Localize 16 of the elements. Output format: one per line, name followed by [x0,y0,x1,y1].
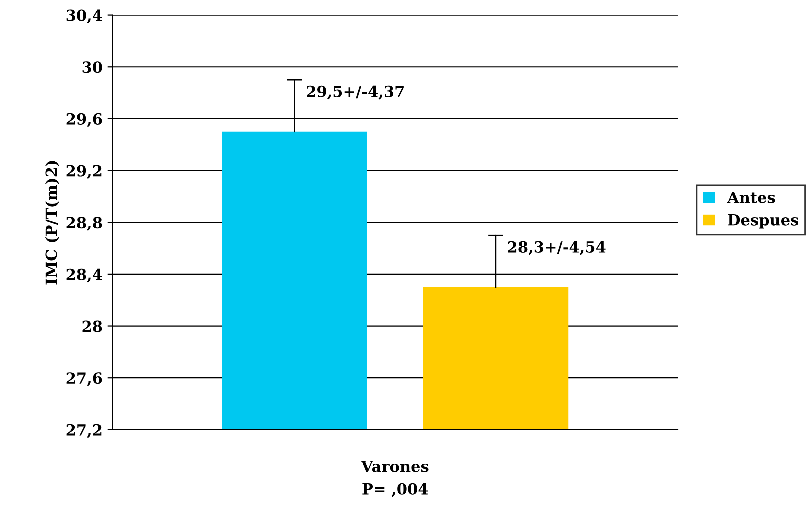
y-tick-label: 27,2 [66,424,102,438]
y-axis-title: IMC (P/T(m)2) [45,161,60,285]
data-label: 29,5+/-4,37 [307,86,404,100]
legend-label: Despues [728,214,799,229]
legend-label: Antes [727,192,776,204]
y-tick-label: 28 [82,320,102,332]
y-tick-label: 27,6 [66,372,102,386]
text: P= ,004 [362,483,428,498]
y-tick-label: 30 [82,62,102,74]
y-tick-label: 29,2 [66,165,102,180]
y-tick-label: 30,4 [66,10,102,24]
x-tick-label: Varones [361,460,429,472]
y-tick-label: 28,8 [66,217,102,231]
y-tick-label: 29,6 [66,113,102,128]
data-label: 28,3+/-4,54 [508,241,606,256]
y-tick-label: 28,4 [66,268,102,283]
